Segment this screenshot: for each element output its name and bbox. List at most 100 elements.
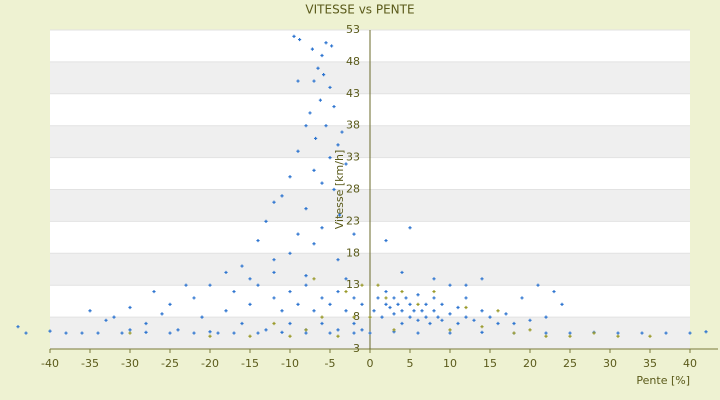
point xyxy=(648,334,652,338)
point xyxy=(440,302,444,306)
y-tick-label: 28 xyxy=(346,183,360,196)
point xyxy=(392,312,396,316)
point xyxy=(528,318,532,322)
point xyxy=(176,328,180,332)
point xyxy=(384,238,388,243)
point xyxy=(432,296,436,300)
point xyxy=(224,270,228,275)
x-tick-label: 0 xyxy=(367,357,374,370)
point xyxy=(88,309,92,313)
point xyxy=(664,331,668,335)
point xyxy=(304,283,308,287)
point xyxy=(336,328,340,332)
point xyxy=(344,309,348,313)
point xyxy=(360,328,364,332)
point xyxy=(400,309,404,313)
point xyxy=(128,328,132,332)
point xyxy=(416,293,420,297)
point xyxy=(288,289,292,294)
point xyxy=(544,315,548,319)
point xyxy=(304,124,308,128)
point xyxy=(400,321,404,326)
point xyxy=(272,296,276,300)
point xyxy=(352,315,356,319)
point xyxy=(616,334,620,338)
point xyxy=(496,309,500,313)
point xyxy=(144,330,148,335)
point xyxy=(384,289,388,294)
point xyxy=(272,270,276,275)
point xyxy=(256,238,260,243)
y-tick-label: 13 xyxy=(346,278,360,291)
point xyxy=(224,309,228,313)
point xyxy=(96,331,100,335)
y-tick-label: 33 xyxy=(346,151,360,164)
point xyxy=(352,232,356,236)
point xyxy=(304,331,308,335)
x-tick-label: 15 xyxy=(483,357,497,370)
point xyxy=(408,226,412,230)
point xyxy=(704,330,708,334)
point xyxy=(288,175,292,179)
point xyxy=(480,309,484,313)
x-tick-label: -20 xyxy=(201,357,219,370)
point xyxy=(456,305,460,310)
point xyxy=(120,331,124,335)
point xyxy=(424,302,428,306)
x-tick-label: -5 xyxy=(325,357,336,370)
point xyxy=(320,315,324,319)
point xyxy=(360,302,364,306)
x-tick-label: -10 xyxy=(281,357,299,370)
x-tick-label: 25 xyxy=(563,357,577,370)
point xyxy=(352,321,356,326)
point xyxy=(316,66,320,70)
point xyxy=(520,296,524,300)
point xyxy=(192,296,196,300)
point xyxy=(312,242,316,246)
point xyxy=(512,321,516,326)
point xyxy=(416,318,420,322)
point xyxy=(208,330,212,334)
point xyxy=(312,277,316,281)
point xyxy=(296,232,300,236)
point xyxy=(440,318,444,322)
point xyxy=(320,296,324,300)
point xyxy=(256,283,260,287)
point xyxy=(16,325,20,329)
point xyxy=(24,331,28,335)
point xyxy=(80,331,84,335)
x-tick-label: 10 xyxy=(443,357,457,370)
point xyxy=(296,149,300,153)
point xyxy=(232,289,236,294)
point xyxy=(420,309,424,313)
point xyxy=(488,315,492,319)
point xyxy=(456,321,460,326)
point xyxy=(64,331,68,335)
point xyxy=(248,334,252,338)
point xyxy=(240,321,244,326)
x-tick-label: -35 xyxy=(81,357,99,370)
point xyxy=(616,331,620,335)
point xyxy=(480,330,484,335)
x-tick-label: -15 xyxy=(241,357,259,370)
point xyxy=(436,315,440,319)
point xyxy=(592,331,596,335)
y-tick-label: 43 xyxy=(346,87,360,100)
point xyxy=(338,213,342,217)
point xyxy=(320,181,324,185)
point xyxy=(336,289,340,294)
point xyxy=(392,296,396,300)
point xyxy=(336,258,340,262)
point xyxy=(192,331,196,335)
point xyxy=(128,305,132,310)
point xyxy=(216,331,220,335)
point xyxy=(48,329,52,333)
point xyxy=(480,277,484,281)
point xyxy=(344,162,348,166)
point xyxy=(480,325,484,329)
point xyxy=(184,283,188,287)
x-tick-label: -30 xyxy=(121,357,139,370)
point xyxy=(412,309,416,313)
point xyxy=(544,334,548,338)
point xyxy=(352,296,356,300)
